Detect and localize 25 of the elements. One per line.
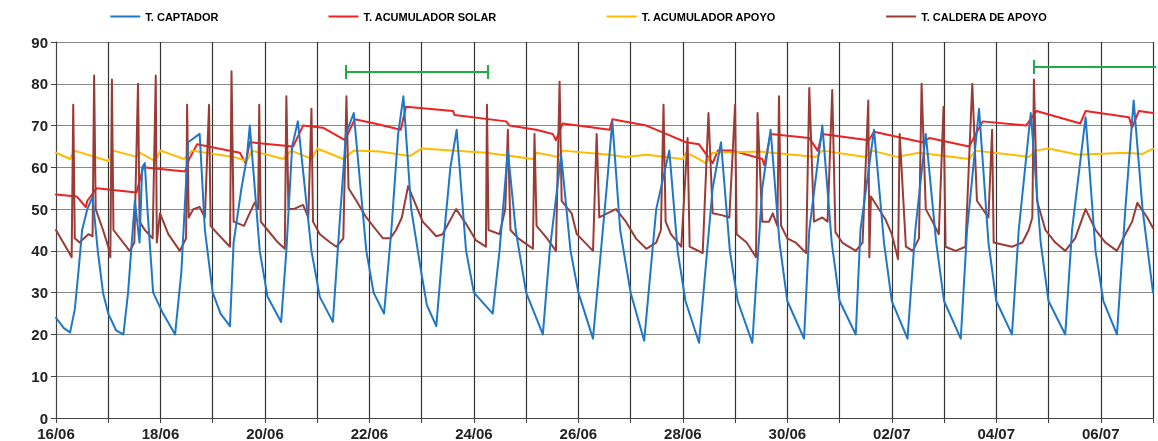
legend-label: T. ACUMULADOR APOYO bbox=[641, 10, 776, 23]
y-tick-label: 10 bbox=[31, 367, 48, 385]
y-tick-label: 40 bbox=[31, 242, 48, 260]
x-tick-label: 26/06 bbox=[559, 425, 598, 441]
x-tick-label: 06/07 bbox=[1081, 425, 1120, 441]
x-tick-label: 22/06 bbox=[350, 425, 389, 441]
x-tick-label: 24/06 bbox=[455, 425, 493, 441]
x-tick-label: 02/07 bbox=[873, 425, 911, 441]
legend-label: T. CALDERA DE APOYO bbox=[921, 10, 1048, 23]
y-tick-label: 80 bbox=[31, 75, 48, 93]
y-tick-label: 70 bbox=[31, 117, 48, 135]
y-tick-label: 90 bbox=[31, 33, 48, 51]
y-tick-label: 30 bbox=[31, 284, 48, 302]
y-tick-label: 0 bbox=[39, 409, 48, 427]
y-tick-label: 60 bbox=[31, 158, 48, 176]
legend-label: T. ACUMULADOR SOLAR bbox=[363, 10, 497, 23]
x-tick-label: 04/07 bbox=[977, 425, 1016, 441]
x-tick-label: 16/06 bbox=[37, 425, 75, 441]
x-tick-label: 30/06 bbox=[768, 425, 807, 441]
x-tick-label: 28/06 bbox=[664, 425, 702, 441]
y-tick-label: 50 bbox=[31, 200, 48, 218]
x-tick-label: 20/06 bbox=[246, 425, 284, 441]
legend-label: T. CAPTADOR bbox=[145, 10, 219, 23]
x-tick-label: 18/06 bbox=[141, 425, 180, 441]
y-tick-label: 20 bbox=[31, 325, 48, 343]
